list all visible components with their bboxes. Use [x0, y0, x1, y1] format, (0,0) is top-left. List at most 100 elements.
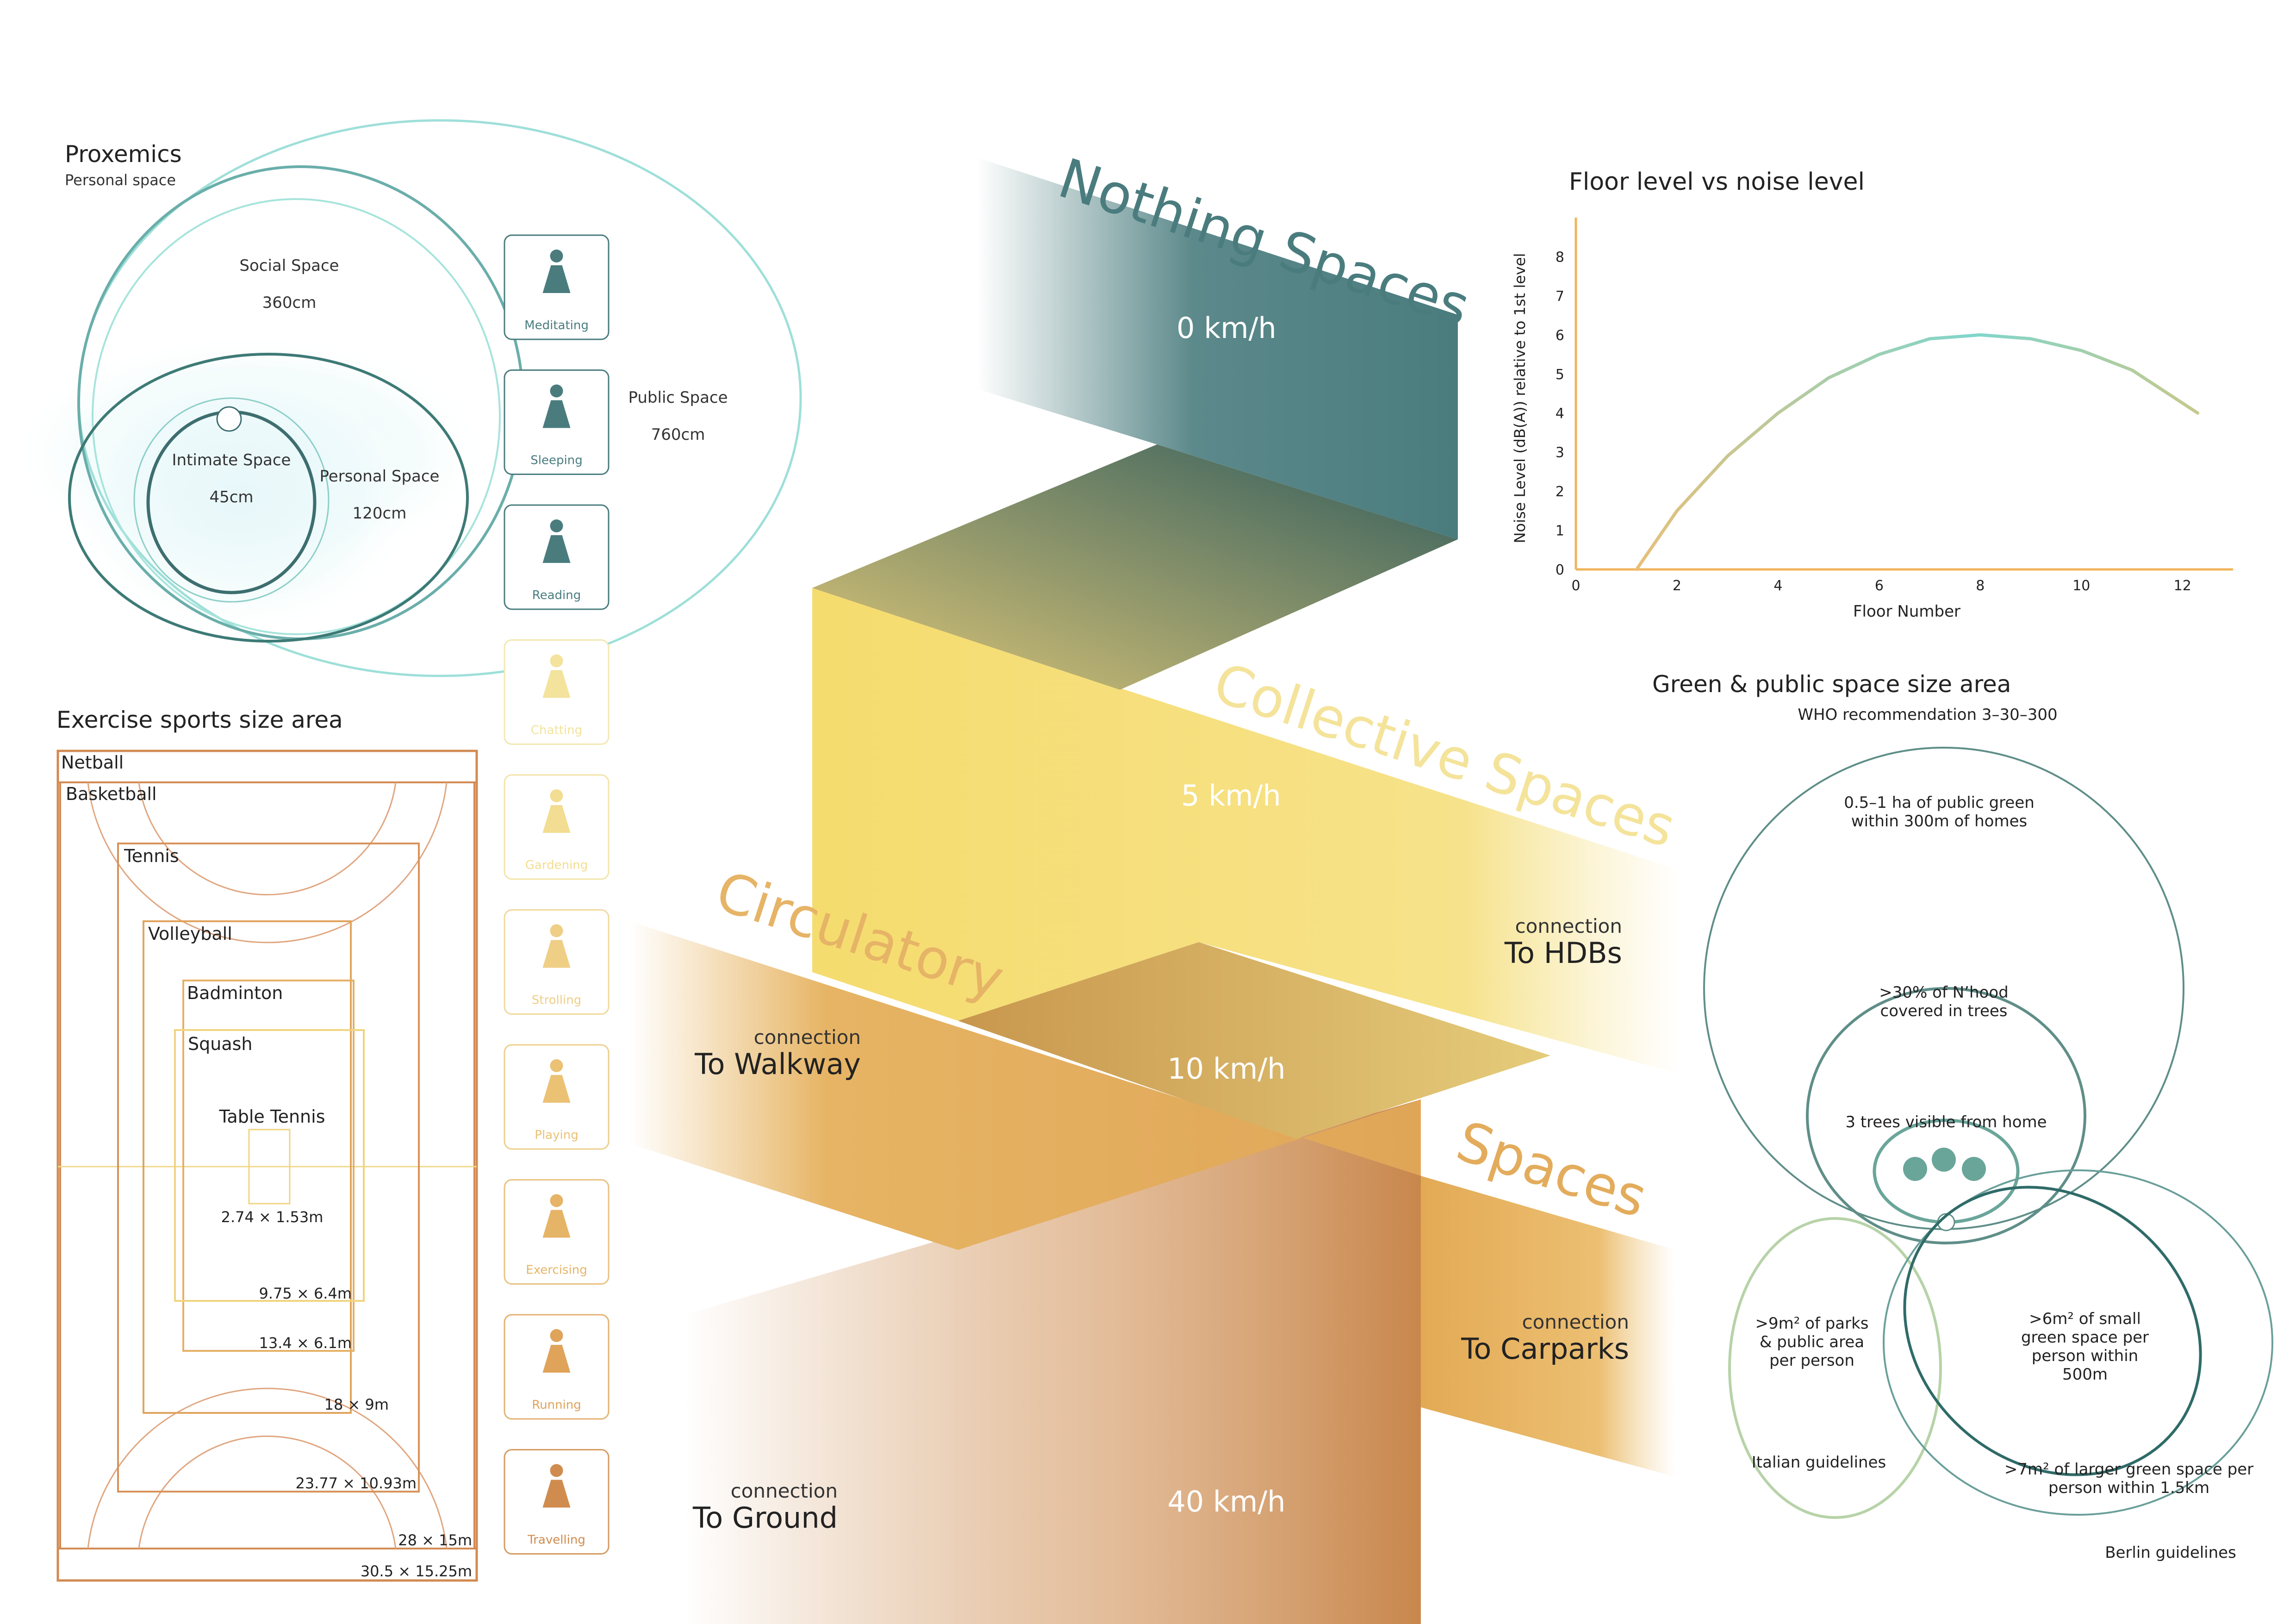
activity-label: Reading — [532, 588, 581, 602]
noise-series-line — [1635, 333, 2200, 571]
volleyball-size: 18 × 9m — [324, 1396, 389, 1413]
reading-icon — [542, 519, 571, 563]
ground-speed: 40 km/h — [1167, 1485, 1285, 1518]
y-tick-label: 5 — [1556, 367, 1564, 383]
ground-connection-big: To Ground — [692, 1501, 838, 1535]
carparks-band — [1421, 1176, 1675, 1477]
green-subtitle: WHO recommendation 3–30–300 — [1798, 706, 2057, 724]
y-tick-label: 0 — [1556, 562, 1564, 578]
x-tick-label: 0 — [1571, 578, 1580, 594]
collective-speed: 5 km/h — [1181, 779, 1281, 812]
x-tick-label: 8 — [1976, 578, 1985, 594]
playing-icon-body — [542, 1075, 571, 1103]
collective-band — [812, 588, 1680, 1074]
proxemics-subtitle: Personal space — [65, 171, 176, 189]
y-tick-label: 6 — [1556, 327, 1564, 344]
netball-label: Netball — [61, 752, 124, 773]
badminton-label: Badminton — [187, 983, 283, 1003]
person-marker — [216, 406, 242, 432]
public-space-label: Public Space — [628, 388, 728, 407]
who-30-text: >30% of N’hood covered in trees — [1879, 983, 2008, 1020]
squash-size: 9.75 × 6.4m — [259, 1285, 352, 1302]
walkway-fold — [958, 942, 1550, 1139]
italian-parks-text: >9m² of parks & public area per person — [1755, 1314, 1868, 1370]
strolling-icon-head — [550, 924, 563, 937]
y-tick-label: 7 — [1556, 288, 1564, 305]
running-icon — [542, 1329, 571, 1373]
activity-label: Playing — [535, 1128, 578, 1142]
running-icon-body — [542, 1345, 571, 1373]
activity-label: Sleeping — [530, 454, 582, 468]
table-tennis-table — [248, 1129, 291, 1205]
berlin-larger-text: >7m² of larger green space per person wit… — [2004, 1460, 2253, 1497]
y-tick-label: 3 — [1556, 445, 1564, 461]
intimate-space-ring-echo — [133, 397, 330, 603]
activity-card-gardening: Gardening — [504, 774, 610, 880]
berlin-large-ring — [1883, 1169, 2273, 1516]
key-arc-bottom — [138, 1435, 397, 1549]
walkway-connection-small: connection — [754, 1026, 861, 1049]
proxemics-panel: Proxemics Personal space Social Space 36… — [9, 119, 802, 677]
speed-ribbon: Nothing Spaces 0 km/h Collective Spaces … — [629, 146, 1683, 1624]
key-arc-top — [138, 782, 397, 896]
walkway-connection-big: To Walkway — [694, 1047, 861, 1081]
intimate-space-label: Intimate Space — [172, 451, 291, 469]
social-space-ring-echo — [92, 198, 501, 635]
y-tick-label: 8 — [1556, 249, 1564, 265]
activity-icon-column: Meditating Sleeping Reading Chatting Gardeni… — [504, 234, 610, 1555]
nothing-speed: 0 km/h — [1176, 311, 1276, 345]
badminton-size: 13.4 × 6.1m — [259, 1334, 352, 1352]
green-title: Green & public space size area — [1652, 671, 2011, 698]
playing-icon — [542, 1059, 571, 1103]
x-tick-label: 2 — [1673, 578, 1681, 594]
chart-title: Floor level vs noise level — [1569, 168, 1865, 196]
x-tick-label: 6 — [1875, 578, 1884, 594]
social-space-label: Social Space — [239, 256, 339, 275]
tree-3 — [1962, 1157, 1986, 1181]
public-space-size: 760cm — [651, 425, 705, 444]
chatting-icon-body — [542, 670, 571, 698]
gardening-icon — [542, 789, 571, 833]
activity-label: Exercising — [526, 1263, 587, 1277]
y-tick-label: 1 — [1556, 523, 1564, 539]
running-icon-head — [550, 1329, 563, 1342]
basketball-size: 28 × 15m — [398, 1531, 472, 1549]
tennis-court — [117, 843, 420, 1493]
squash-label: Squash — [188, 1034, 253, 1054]
sleeping-icon-head — [550, 384, 563, 398]
sports-panel: Exercise sports size area Netball Basket… — [56, 706, 478, 1582]
volleyball-court — [143, 920, 352, 1414]
activity-label: Chatting — [531, 724, 582, 737]
travelling-icon — [542, 1464, 571, 1508]
tennis-size: 23.77 × 10.93m — [295, 1474, 417, 1492]
exercising-icon-body — [542, 1210, 571, 1238]
circulatory-band — [629, 921, 1421, 1250]
chart-x-label: Floor Number — [1853, 602, 1960, 621]
gardening-icon-body — [542, 805, 571, 833]
x-tick-label: 4 — [1773, 578, 1782, 594]
netball-size: 30.5 × 15.25m — [361, 1562, 472, 1580]
tree-2 — [1932, 1148, 1956, 1172]
berlin-guidelines-label: Berlin guidelines — [2105, 1543, 2236, 1562]
meditating-icon-head — [550, 250, 563, 262]
netball-court — [56, 750, 478, 1582]
table-tennis-label: Table Tennis — [218, 1106, 325, 1127]
berlin-small-ring — [1903, 1186, 2202, 1476]
x-tick-label: 12 — [2174, 578, 2191, 594]
hdb-connection-big: To HDBs — [1504, 936, 1622, 970]
circulatory-speed: 10 km/h — [1167, 1052, 1285, 1086]
basketball-label: Basketball — [66, 784, 157, 804]
activity-card-reading: Reading — [504, 504, 610, 610]
activity-label: Travelling — [527, 1533, 585, 1547]
exercising-icon-head — [550, 1194, 563, 1207]
activity-card-exercising: Exercising — [504, 1179, 610, 1285]
activity-card-meditating: Meditating — [504, 234, 610, 340]
who-300m-text: 0.5–1 ha of public green within 300m of h… — [1844, 793, 2035, 831]
who-30-ring — [1806, 987, 2086, 1244]
activity-card-sleeping: Sleeping — [504, 369, 610, 475]
squash-court — [174, 1029, 365, 1302]
chatting-icon-head — [550, 654, 563, 668]
sleeping-icon-body — [542, 400, 571, 428]
activity-label: Meditating — [524, 319, 589, 332]
ground-band — [685, 1099, 1421, 1624]
